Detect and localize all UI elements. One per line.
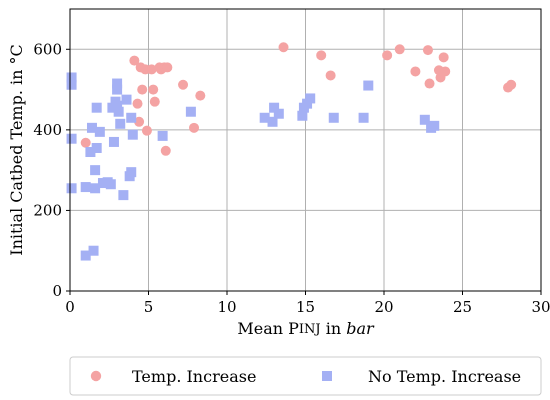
- x-tick-label: 30: [531, 298, 550, 316]
- data-point-no-temp-increase: [91, 102, 102, 113]
- data-point-no-temp-increase: [126, 112, 137, 123]
- data-point-no-temp-increase: [419, 114, 430, 125]
- data-point-no-temp-increase: [363, 80, 374, 91]
- data-point-temp-increase: [440, 66, 451, 77]
- data-point-no-temp-increase: [108, 136, 119, 147]
- legend-box: [69, 356, 542, 396]
- data-point-no-temp-increase: [105, 179, 116, 190]
- data-point-no-temp-increase: [121, 94, 132, 105]
- axis-ticks: 0 5 10 15 20 25 30 0 200 400 600: [33, 40, 550, 316]
- data-point-temp-increase: [137, 84, 148, 95]
- data-point-temp-increase: [160, 145, 171, 156]
- grid: [69, 9, 542, 292]
- data-point-no-temp-increase: [358, 112, 369, 123]
- data-point-temp-increase: [129, 55, 140, 66]
- data-point-temp-increase: [134, 116, 145, 127]
- data-point-temp-increase: [278, 42, 289, 53]
- data-point-temp-increase: [132, 98, 143, 109]
- data-point-temp-increase: [316, 50, 327, 61]
- data-point-no-temp-increase: [66, 79, 77, 90]
- data-point-no-temp-increase: [86, 122, 97, 133]
- data-point-no-temp-increase: [88, 245, 99, 256]
- data-point-no-temp-increase: [112, 84, 123, 95]
- data-point-no-temp-increase: [115, 118, 126, 129]
- data-point-no-temp-increase: [85, 147, 96, 158]
- data-point-temp-increase: [148, 84, 159, 95]
- data-point-no-temp-increase: [328, 112, 339, 123]
- x-tick-label: 0: [65, 298, 75, 316]
- y-tick-label: 0: [52, 282, 62, 300]
- data-point-temp-increase: [141, 125, 152, 136]
- data-point-no-temp-increase: [94, 126, 105, 137]
- x-tick-label: 20: [374, 298, 393, 316]
- legend-label-temp-increase: Temp. Increase: [132, 367, 256, 386]
- data-point-no-temp-increase: [112, 100, 123, 111]
- data-point-temp-increase: [438, 52, 449, 63]
- x-tick-label: 25: [453, 298, 472, 316]
- data-point-no-temp-increase: [66, 72, 77, 83]
- data-point-no-temp-increase: [80, 182, 91, 193]
- data-point-no-temp-increase: [66, 133, 77, 144]
- data-point-temp-increase: [162, 62, 173, 73]
- data-point-no-temp-increase: [90, 165, 101, 176]
- data-points: [66, 42, 517, 261]
- data-point-temp-increase: [178, 79, 189, 90]
- data-point-no-temp-increase: [66, 183, 77, 194]
- data-point-no-temp-increase: [269, 102, 280, 113]
- x-tick-label: 5: [144, 298, 154, 316]
- data-point-temp-increase: [325, 70, 336, 81]
- data-point-no-temp-increase: [80, 250, 91, 261]
- data-point-no-temp-increase: [91, 142, 102, 153]
- data-point-temp-increase: [195, 90, 206, 101]
- data-point-no-temp-increase: [118, 190, 129, 201]
- data-point-no-temp-increase: [297, 110, 308, 121]
- data-point-no-temp-increase: [90, 183, 101, 194]
- y-tick-label: 400: [33, 121, 62, 139]
- x-tick-label: 10: [217, 298, 236, 316]
- legend-label-no-temp-increase: No Temp. Increase: [368, 367, 521, 386]
- data-point-temp-increase: [189, 122, 200, 133]
- x-axis-title: Mean PINJ in bar: [237, 319, 375, 338]
- y-axis-title: Initial Catbed Temp. in °C: [7, 44, 26, 256]
- data-point-no-temp-increase: [127, 129, 138, 140]
- data-point-temp-increase: [382, 50, 393, 61]
- legend: Temp. Increase No Temp. Increase: [69, 356, 542, 396]
- data-point-no-temp-increase: [185, 106, 196, 117]
- y-tick-label: 200: [33, 201, 62, 219]
- data-point-temp-increase: [506, 79, 517, 90]
- data-point-no-temp-increase: [429, 120, 440, 131]
- data-point-no-temp-increase: [113, 106, 124, 117]
- legend-marker-no-temp-increase: [322, 371, 332, 381]
- data-point-no-temp-increase: [126, 167, 137, 178]
- data-point-temp-increase: [394, 44, 405, 55]
- data-point-temp-increase: [424, 78, 435, 89]
- data-point-no-temp-increase: [267, 116, 278, 127]
- x-tick-label: 15: [296, 298, 315, 316]
- data-point-temp-increase: [80, 137, 91, 148]
- data-point-no-temp-increase: [259, 112, 270, 123]
- data-point-temp-increase: [410, 66, 421, 77]
- data-point-no-temp-increase: [305, 93, 316, 104]
- data-point-no-temp-increase: [112, 78, 123, 89]
- data-point-temp-increase: [149, 96, 160, 107]
- data-point-no-temp-increase: [157, 130, 168, 141]
- data-point-no-temp-increase: [273, 108, 284, 119]
- y-tick-label: 600: [33, 40, 62, 58]
- legend-marker-temp-increase: [90, 370, 102, 382]
- data-point-no-temp-increase: [302, 98, 313, 109]
- data-point-temp-increase: [422, 45, 433, 56]
- data-point-temp-increase: [146, 64, 157, 75]
